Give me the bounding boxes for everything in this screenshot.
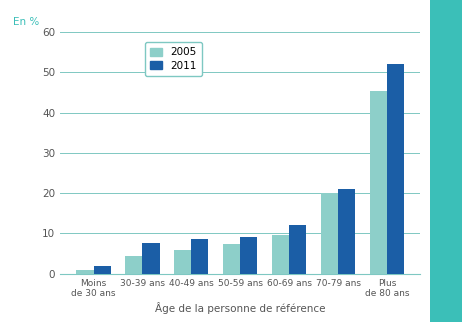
Bar <box>387 64 404 274</box>
Bar <box>191 239 208 274</box>
Bar <box>174 250 191 274</box>
Legend: 2005, 2011: 2005, 2011 <box>145 42 202 76</box>
Bar <box>223 243 240 274</box>
Bar <box>76 270 93 274</box>
Bar <box>289 225 306 274</box>
Bar <box>142 243 159 274</box>
Bar <box>370 90 387 274</box>
Bar <box>321 193 338 274</box>
Bar <box>93 266 111 274</box>
Bar <box>272 235 289 274</box>
Bar <box>240 238 257 274</box>
X-axis label: Âge de la personne de référence: Âge de la personne de référence <box>155 302 326 314</box>
Bar <box>125 256 142 274</box>
Text: En %: En % <box>13 17 39 27</box>
Bar <box>338 189 355 274</box>
